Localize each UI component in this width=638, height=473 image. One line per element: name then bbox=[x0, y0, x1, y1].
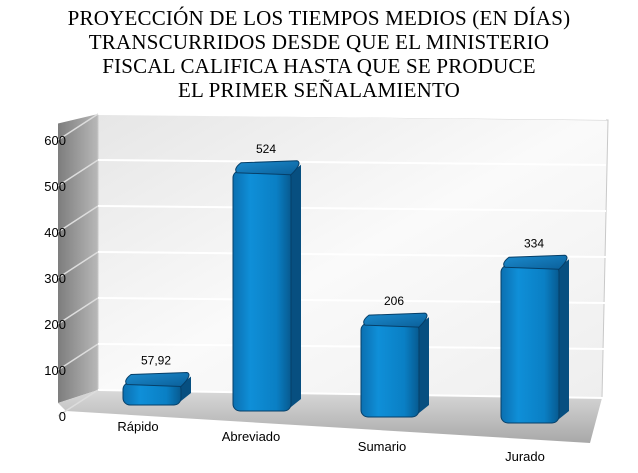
bar-front bbox=[232, 170, 292, 412]
chart-title-line-4: EL PRIMER SEÑALAMIENTO bbox=[177, 78, 461, 102]
floor bbox=[58, 390, 602, 443]
bar-top bbox=[363, 312, 428, 328]
bar-top bbox=[125, 372, 190, 388]
gridline-side bbox=[57, 205, 99, 233]
y-tick-label: 500 bbox=[44, 179, 66, 194]
x-tick-label: Jurado bbox=[505, 449, 545, 464]
gridline bbox=[97, 251, 607, 258]
data-label: 57,92 bbox=[141, 354, 171, 368]
bar-top bbox=[503, 254, 568, 270]
data-labels: 57,92 524 206 334 bbox=[141, 142, 544, 368]
bar-side bbox=[419, 317, 429, 413]
gridline bbox=[97, 205, 607, 212]
bar bbox=[500, 254, 569, 424]
y-tick-label: 400 bbox=[44, 225, 66, 240]
gridlines bbox=[57, 113, 607, 417]
gridline-side bbox=[57, 343, 99, 371]
x-tick-label: Sumario bbox=[358, 439, 406, 454]
bar bbox=[232, 160, 301, 412]
gridline-side bbox=[57, 297, 99, 325]
bar-front bbox=[500, 264, 560, 424]
bar-top bbox=[235, 160, 300, 176]
gridline-side bbox=[57, 251, 99, 279]
y-axis: 0 100 200 300 400 500 600 bbox=[44, 133, 66, 424]
y-tick-label: 100 bbox=[44, 363, 66, 378]
bars bbox=[122, 160, 569, 424]
chart-title-line-1: PROYECCIÓN DE LOS TIEMPOS MEDIOS (EN DÍA… bbox=[67, 6, 571, 30]
gridline-side bbox=[57, 389, 99, 417]
data-label: 524 bbox=[256, 142, 276, 156]
y-tick-label: 300 bbox=[44, 271, 66, 286]
bar-side bbox=[559, 259, 569, 419]
gridline-side bbox=[57, 113, 99, 141]
data-label: 334 bbox=[524, 236, 544, 250]
data-label: 206 bbox=[384, 294, 404, 308]
y-tick-label: 600 bbox=[44, 133, 66, 148]
x-tick-label: Rápido bbox=[117, 419, 158, 434]
bar bbox=[360, 312, 429, 418]
y-tick-label: 200 bbox=[44, 317, 66, 332]
gridline bbox=[97, 113, 607, 120]
bar-front bbox=[360, 322, 420, 418]
gridline bbox=[97, 159, 607, 166]
chart-walls bbox=[58, 113, 609, 443]
gridline-side bbox=[57, 159, 99, 187]
side-wall bbox=[58, 114, 98, 403]
x-tick-label: Abreviado bbox=[222, 429, 281, 444]
bar bbox=[122, 372, 191, 406]
bar-side bbox=[291, 164, 301, 407]
chart-title-line-3: FISCAL CALIFICA HASTA QUE SE PRODUCE bbox=[102, 54, 536, 78]
chart-title-line-2: TRANSCURRIDOS DESDE QUE EL MINISTERIO bbox=[88, 30, 550, 54]
x-axis: Rápido Abreviado Sumario Jurado bbox=[117, 419, 544, 464]
y-tick-label: 0 bbox=[59, 409, 66, 424]
